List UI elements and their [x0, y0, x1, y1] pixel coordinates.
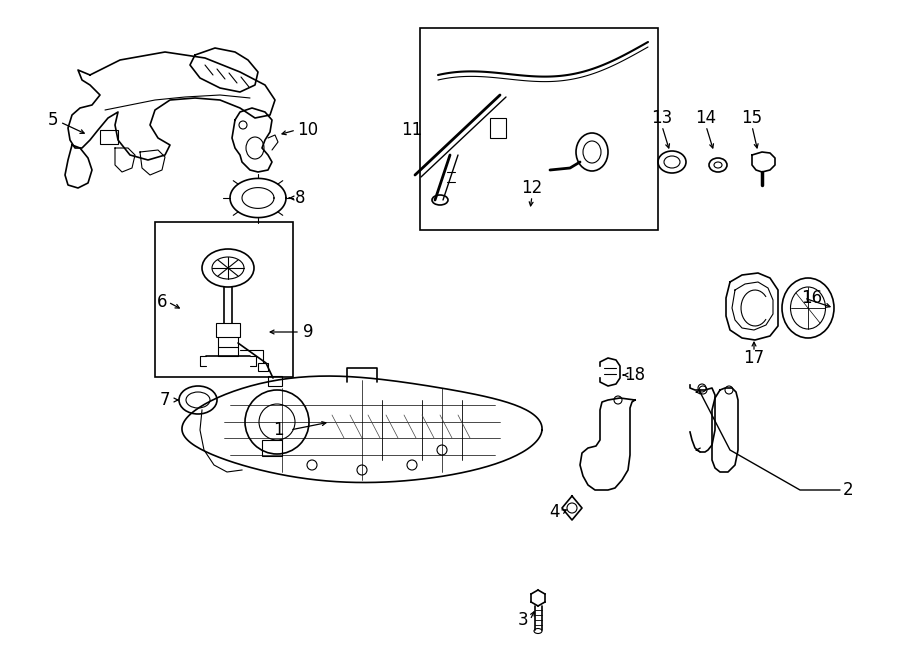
Bar — [155, 222, 293, 377]
Bar — [216, 323, 240, 337]
Bar — [420, 28, 658, 230]
Text: 10: 10 — [297, 121, 319, 139]
Bar — [490, 118, 506, 138]
Text: 8: 8 — [295, 189, 305, 207]
Text: 11: 11 — [401, 121, 423, 139]
Text: 1: 1 — [273, 421, 284, 439]
Text: 9: 9 — [302, 323, 313, 341]
Text: 17: 17 — [743, 349, 765, 367]
Text: 16: 16 — [801, 289, 823, 307]
Bar — [262, 440, 282, 456]
Text: 13: 13 — [652, 109, 672, 127]
Text: 7: 7 — [160, 391, 170, 409]
Text: 14: 14 — [696, 109, 716, 127]
Bar — [100, 130, 118, 144]
Bar — [258, 363, 268, 371]
Text: 4: 4 — [550, 503, 560, 521]
Bar — [268, 376, 282, 386]
Text: 3: 3 — [518, 611, 528, 629]
Text: 6: 6 — [157, 293, 167, 311]
Text: 12: 12 — [521, 179, 543, 197]
Text: 5: 5 — [48, 111, 58, 129]
Text: 2: 2 — [842, 481, 853, 499]
Text: 15: 15 — [742, 109, 762, 127]
Text: 18: 18 — [625, 366, 645, 384]
